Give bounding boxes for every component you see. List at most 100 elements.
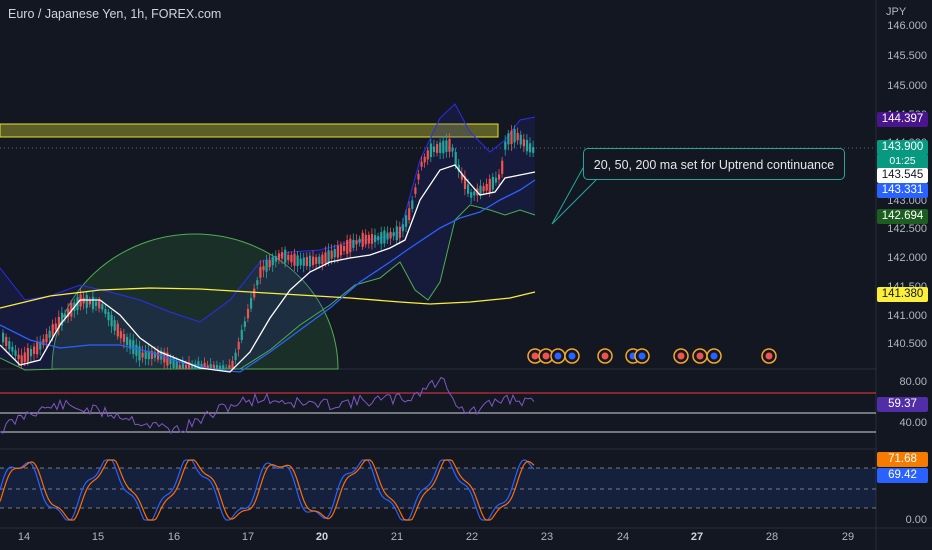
candle-body — [498, 174, 501, 180]
price-badge-last: 143.900 — [877, 140, 928, 155]
candle-body — [178, 365, 181, 369]
price-badge-band-low: 142.694 — [877, 209, 928, 224]
candle-body — [516, 132, 519, 141]
candle-body — [228, 365, 231, 369]
candle-body — [367, 234, 370, 244]
candle-body — [315, 257, 318, 264]
rsi-line — [0, 376, 535, 435]
price-badge-resistance: 144.397 — [877, 112, 928, 127]
event-marker-dot — [554, 352, 562, 360]
price-tick: 145.000 — [887, 80, 927, 92]
candle-body — [172, 358, 175, 368]
price-tick: 145.500 — [887, 50, 927, 62]
candle-body — [510, 130, 513, 144]
candle-body — [451, 147, 454, 152]
candle-body — [54, 323, 57, 330]
candle-body — [246, 309, 250, 319]
candle-body — [439, 142, 442, 153]
candle-body — [380, 232, 383, 244]
candle-body — [364, 234, 367, 245]
candle-body — [330, 250, 333, 259]
candle-body — [296, 255, 299, 267]
candle-body — [488, 178, 491, 193]
candle-body — [405, 215, 408, 227]
candle-body — [20, 355, 23, 364]
candle-body — [119, 331, 122, 339]
candle-body — [370, 234, 374, 244]
candle-body — [197, 361, 200, 369]
candle-body — [57, 316, 60, 329]
candle-body — [445, 140, 448, 152]
time-label: 22 — [465, 531, 479, 543]
stoch-d-badge: 71.68 — [877, 452, 928, 467]
candle-body — [513, 129, 516, 143]
candle-body — [274, 256, 277, 262]
candle-body — [414, 187, 417, 194]
candle-body — [95, 301, 98, 307]
price-tick: 146.000 — [887, 20, 927, 32]
candle-body — [333, 249, 336, 258]
candle-body — [268, 260, 271, 268]
price-tick: 143.000 — [887, 195, 927, 207]
candle-body — [212, 364, 215, 369]
candle-body — [374, 235, 377, 243]
candle-body — [408, 208, 411, 221]
candle-body — [191, 364, 194, 369]
stoch-k-badge: 69.42 — [877, 468, 928, 483]
candle-body — [454, 151, 457, 166]
candle-body — [429, 143, 432, 158]
time-label: 16 — [167, 531, 181, 543]
resistance-zone — [0, 123, 499, 138]
time-label: 29 — [841, 531, 855, 543]
candle-body — [482, 186, 485, 192]
candle-body — [457, 164, 460, 172]
candle-body — [45, 334, 48, 343]
candle-body — [2, 332, 5, 343]
candle-body — [460, 173, 463, 180]
candle-body — [209, 364, 212, 369]
countdown-badge: 01:25 — [877, 154, 928, 169]
candle-body — [519, 134, 522, 145]
candle-body — [215, 365, 219, 369]
candle-body — [432, 146, 436, 153]
candle-body — [36, 341, 39, 355]
candle-body — [479, 185, 482, 195]
candle-body — [135, 344, 138, 356]
candle-body — [305, 256, 308, 266]
event-marker-dot — [765, 352, 773, 360]
candle-body — [70, 303, 73, 317]
candle-body — [153, 352, 157, 358]
annotation-callout[interactable]: 20, 50, 200 ma set for Uptrend continuan… — [583, 148, 845, 180]
candle-body — [308, 255, 312, 267]
candle-body — [17, 354, 20, 360]
candle-body — [51, 324, 54, 337]
candle-body — [259, 266, 262, 278]
candle-body — [91, 296, 95, 310]
candle-body — [234, 352, 237, 361]
candle-body — [141, 352, 144, 358]
candle-body — [169, 358, 172, 365]
candle-body — [491, 176, 494, 190]
event-marker-dot — [601, 352, 609, 360]
candle-body — [361, 232, 364, 247]
candle-body — [389, 231, 392, 239]
price-tick: 140.500 — [887, 338, 927, 350]
candle-body — [5, 336, 8, 346]
candle-body — [346, 240, 349, 254]
event-marker-dot — [531, 352, 539, 360]
rsi-tick: 80.00 — [899, 376, 927, 388]
candle-body — [386, 232, 389, 240]
candle-body — [522, 139, 525, 147]
candle-body — [494, 177, 498, 183]
candle-body — [321, 254, 324, 265]
candle-body — [529, 143, 532, 153]
candle-body — [104, 309, 107, 314]
candle-body — [501, 160, 504, 174]
candle-body — [144, 351, 147, 359]
symbol-title[interactable]: Euro / Japanese Yen, 1h, FOREX.com — [8, 7, 222, 21]
candle-body — [222, 365, 225, 369]
candle-body — [395, 226, 398, 241]
candle-body — [343, 246, 346, 251]
candle-body — [219, 365, 222, 369]
